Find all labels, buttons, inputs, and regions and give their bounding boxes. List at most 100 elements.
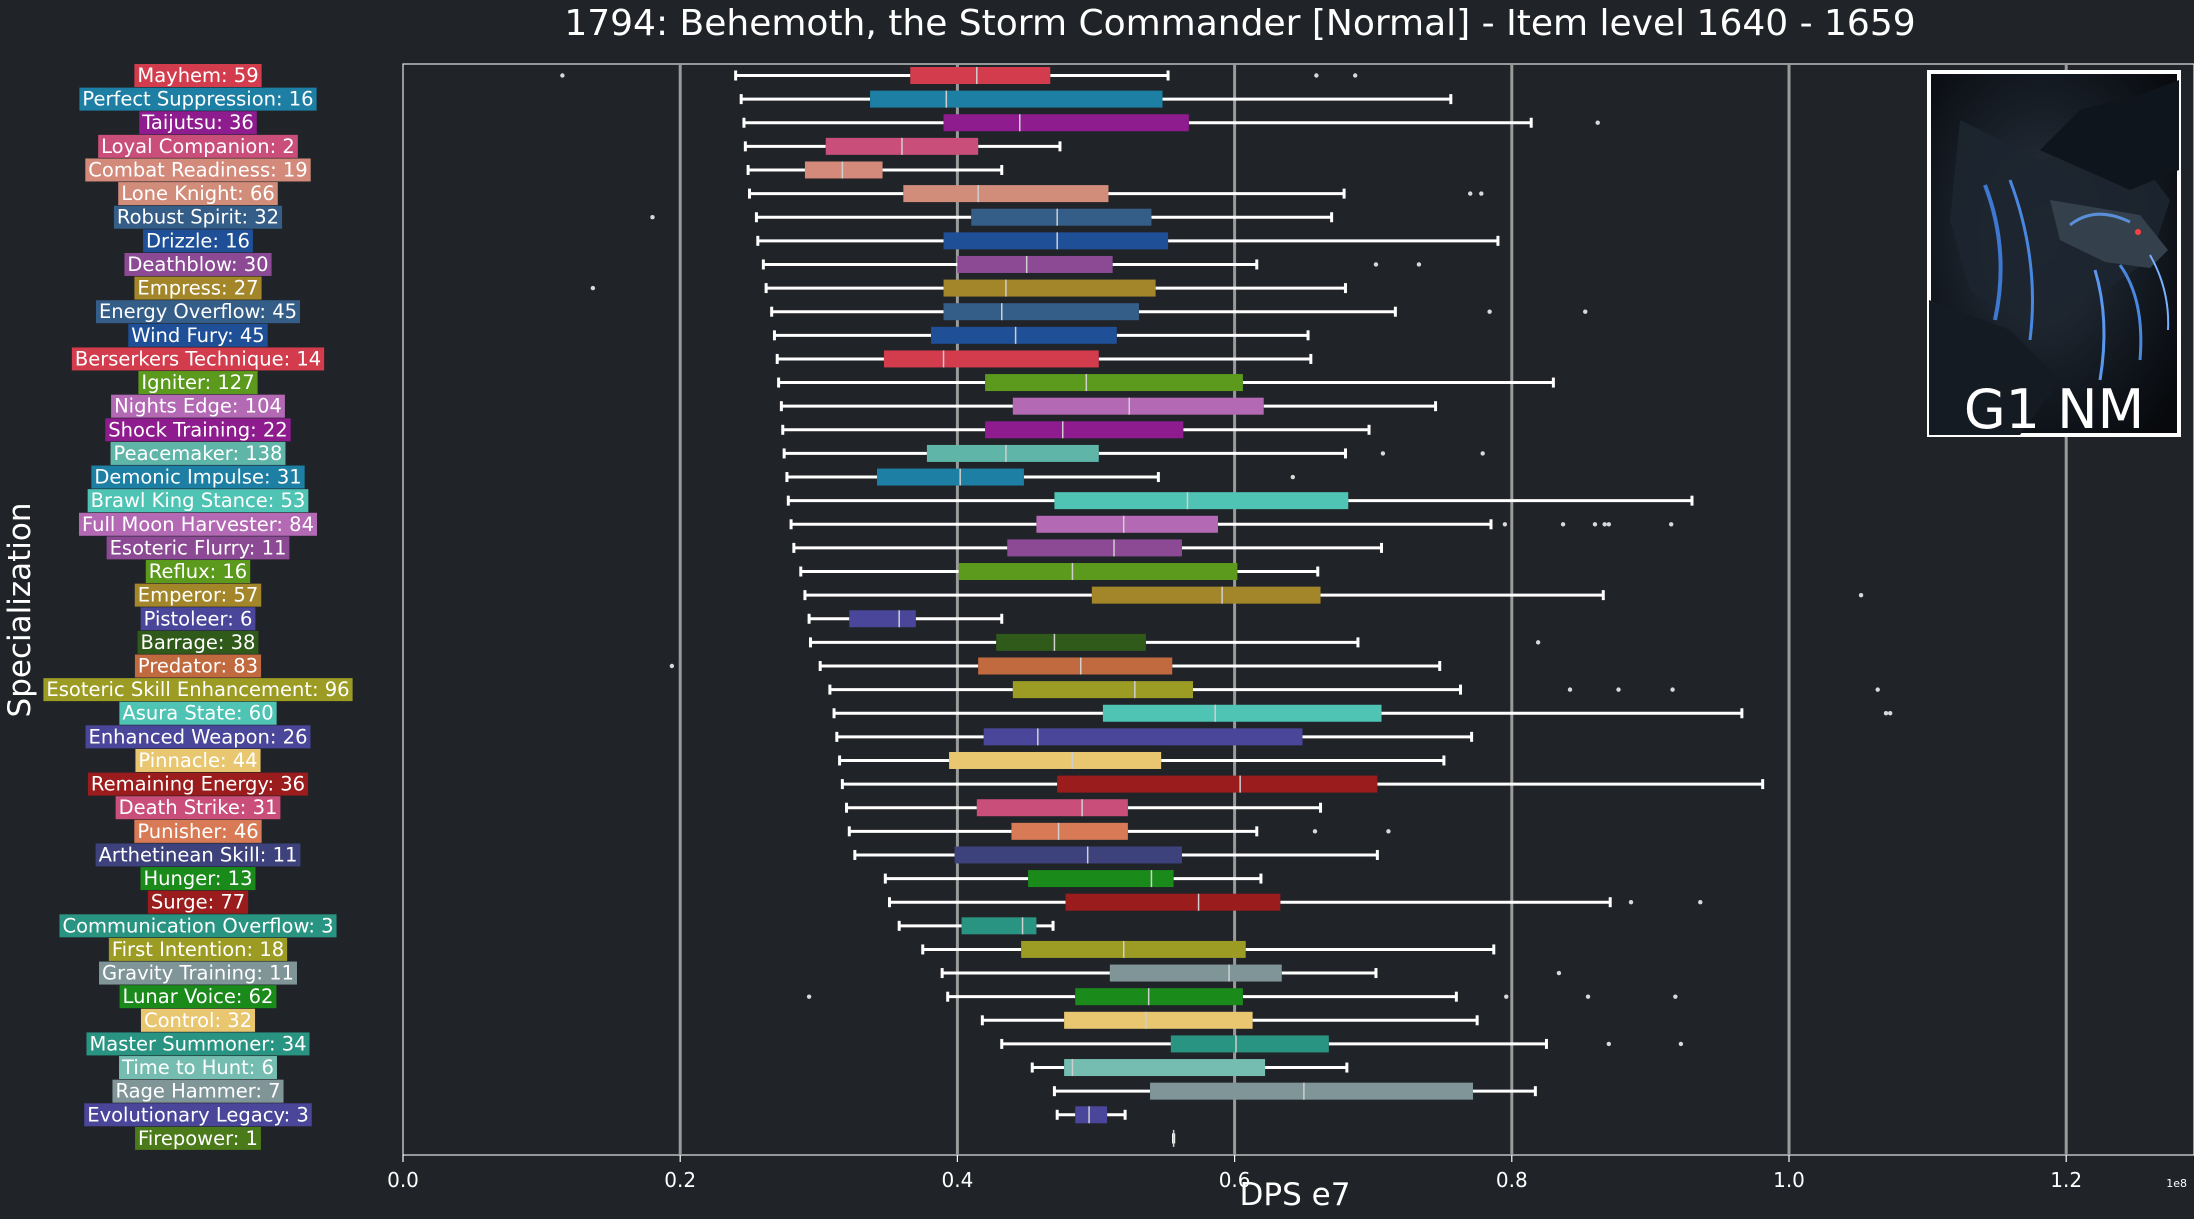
outlier-point [1628, 900, 1634, 905]
box-26 [828, 681, 1880, 699]
category-label-text: Enhanced Weapon: 26 [89, 725, 308, 748]
box-45 [1172, 1129, 1176, 1147]
box-9 [590, 279, 1347, 297]
outlier-point [1585, 994, 1591, 999]
iqr-box [983, 728, 1303, 746]
category-label-4: Combat Readiness: 19 [85, 158, 311, 182]
category-label-text: First Intention: 18 [112, 938, 284, 961]
category-label-34: Hunger: 13 [140, 867, 256, 891]
outlier-point [1352, 73, 1358, 78]
category-label-37: First Intention: 18 [108, 937, 288, 961]
iqr-box [971, 208, 1152, 226]
iqr-box [870, 90, 1163, 108]
x-tick-label-1: 0.2 [664, 1168, 696, 1192]
box-20 [792, 539, 1384, 557]
iqr-box [943, 303, 1139, 321]
category-label-9: Empress: 27 [134, 276, 262, 300]
category-label-24: Barrage: 38 [137, 630, 259, 654]
category-label-bg [84, 1103, 312, 1127]
category-label-43: Rage Hammer: 7 [112, 1079, 284, 1103]
box-28 [835, 728, 1474, 746]
outlier-point [1314, 73, 1319, 78]
box-5 [748, 185, 1484, 203]
outlier-point [1595, 120, 1600, 125]
iqr-box [1075, 988, 1243, 1006]
box-40 [980, 1011, 1479, 1029]
category-label-25: Predator: 83 [134, 654, 262, 678]
box-18 [786, 492, 1694, 510]
category-label-text: Igniter: 127 [141, 371, 254, 394]
outlier-point [1678, 1041, 1684, 1047]
category-label-bg [119, 701, 277, 725]
category-label-1: Perfect Suppression: 16 [79, 87, 317, 111]
category-label-bg [138, 371, 258, 395]
category-label-bg [119, 985, 277, 1009]
category-label-text: Loyal Companion: 2 [101, 135, 295, 158]
box-34 [883, 870, 1263, 888]
iqr-box [949, 751, 1162, 769]
outlier-point [669, 663, 675, 669]
iqr-box [996, 633, 1146, 651]
outlier-point [1698, 900, 1703, 905]
category-label-text: Esoteric Skill Enhancement: 96 [46, 678, 349, 701]
box-36 [897, 917, 1055, 935]
box-37 [921, 940, 1496, 958]
category-label-21: Reflux: 16 [145, 560, 251, 584]
category-label-13: Igniter: 127 [138, 371, 258, 395]
iqr-box [1065, 893, 1281, 911]
outlier-point [1535, 640, 1541, 645]
category-label-32: Punisher: 46 [134, 819, 262, 843]
box-24 [808, 633, 1541, 651]
category-label-bg [99, 961, 297, 985]
box-13 [777, 374, 1555, 392]
category-label-bg [86, 1032, 310, 1056]
category-label-30: Remaining Energy: 36 [87, 772, 309, 796]
box-21 [799, 563, 1320, 581]
box-29 [838, 751, 1446, 769]
category-label-text: Death Strike: 31 [119, 796, 278, 819]
category-label-bg [87, 772, 309, 796]
category-label-bg [105, 418, 291, 442]
category-label-text: Predator: 83 [138, 655, 258, 678]
iqr-box [958, 563, 1238, 581]
category-label-text: Lunar Voice: 62 [123, 985, 274, 1008]
category-label-bg [119, 1056, 277, 1080]
category-label-7: Drizzle: 16 [143, 229, 253, 253]
outlier-point [1560, 522, 1566, 527]
outlier-point [1290, 474, 1296, 480]
category-label-text: Drizzle: 16 [146, 229, 250, 252]
category-label-bg [112, 1079, 284, 1103]
iqr-box [1075, 1106, 1108, 1124]
category-label-text: Robust Spirit: 32 [117, 206, 279, 229]
box-38 [940, 964, 1562, 982]
iqr-box [985, 421, 1184, 439]
category-label-text: Remaining Energy: 36 [91, 773, 305, 796]
category-label-text: Firepower: 1 [138, 1127, 258, 1150]
category-label-bg [135, 1126, 261, 1150]
outlier-point [1606, 522, 1612, 527]
x-tick-label-5: 1.0 [1773, 1168, 1805, 1192]
category-label-bg [87, 489, 309, 513]
category-label-12: Berserkers Technique: 14 [71, 347, 325, 371]
box-7 [756, 232, 1500, 250]
y-axis-label: Specialization [2, 503, 38, 718]
x-axis-label: DPS e7 [1240, 1177, 1351, 1213]
category-label-text: Master Summoner: 34 [89, 1032, 306, 1055]
outlier-point [1480, 451, 1485, 456]
category-label-text: Demonic Impulse: 31 [94, 466, 301, 489]
category-label-38: Gravity Training: 11 [99, 961, 297, 985]
category-label-text: Gravity Training: 11 [102, 962, 294, 985]
x-tick-label-2: 0.4 [941, 1168, 973, 1192]
category-label-text: Berserkers Technique: 14 [75, 347, 321, 370]
box-31 [845, 799, 1323, 817]
category-label-bg [128, 323, 268, 347]
category-label-17: Demonic Impulse: 31 [91, 465, 305, 489]
box-1 [739, 90, 1453, 108]
iqr-box [1102, 704, 1382, 722]
iqr-box [1011, 822, 1128, 840]
category-label-bg [71, 347, 325, 371]
outlier-point [806, 994, 812, 999]
iqr-box [1012, 397, 1264, 415]
iqr-box [1036, 515, 1218, 533]
